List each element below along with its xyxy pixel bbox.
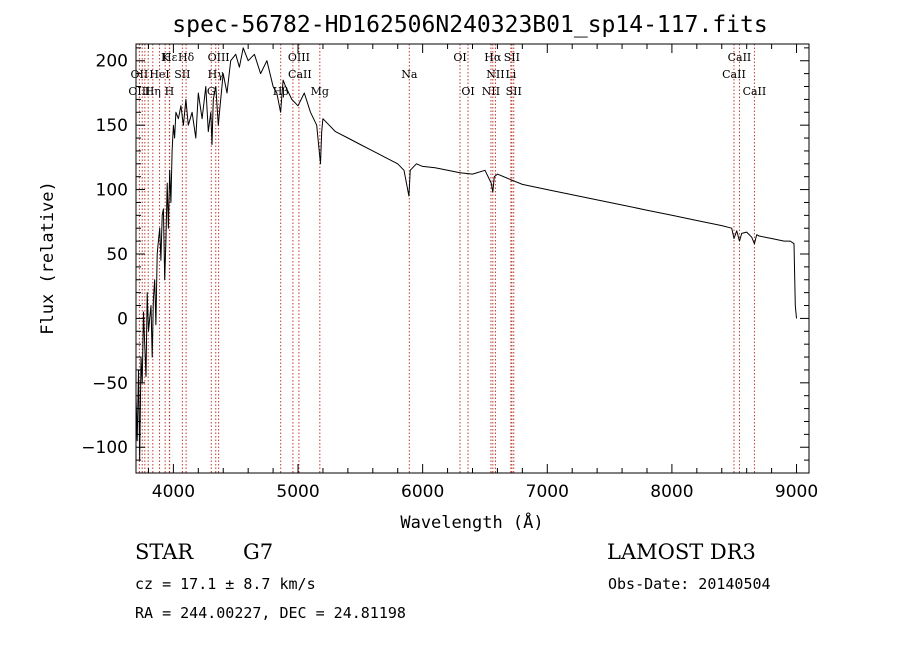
obs-date: Obs-Date: 20140504	[608, 575, 771, 593]
spectral-line-label: SII	[504, 51, 520, 64]
spectral-line-label: Mg	[311, 85, 329, 98]
spectral-line-label: Hβ	[273, 85, 289, 98]
spectral-line-label: CaII	[743, 85, 767, 98]
y-tick-label: −100	[81, 438, 128, 458]
x-tick-label: 6000	[401, 482, 444, 502]
y-tick-label: 100	[96, 181, 128, 201]
spectral-line-label: SII	[506, 85, 522, 98]
spectral-line-label: OI	[453, 51, 466, 64]
x-tick-label: 7000	[526, 482, 569, 502]
object-type: STAR	[135, 540, 194, 564]
spectral-line-label: Hδ	[178, 51, 195, 64]
spectral-line-label: OII	[131, 68, 149, 81]
subclass: G7	[243, 540, 274, 564]
x-tick-label: 5000	[276, 482, 319, 502]
x-tick-label: 8000	[650, 482, 693, 502]
chart-title: spec-56782-HD162506N240323B01_sp14-117.f…	[172, 12, 767, 38]
y-tick-label: −50	[92, 374, 128, 394]
spectral-line-label: H	[165, 85, 175, 98]
x-axis-label: Wavelength (Å)	[400, 511, 543, 533]
spectral-line-label: OI	[461, 85, 474, 98]
coordinates: RA = 244.00227, DEC = 24.81198	[135, 604, 406, 622]
spectral-line-label: SII	[174, 68, 190, 81]
spectral-line-label: G	[207, 85, 216, 98]
y-tick-label: 50	[106, 245, 128, 265]
spectral-line-label: CaII	[722, 68, 746, 81]
spectral-line-label: NII	[482, 85, 500, 98]
spectral-line-label: Hγ	[208, 68, 225, 81]
spectral-line-label: NII	[486, 68, 504, 81]
spectral-line-label: K	[161, 51, 170, 64]
y-axis-label: Flux (relative)	[38, 181, 58, 335]
plot-frame	[135, 43, 810, 474]
redshift-text: cz = 17.1 ± 8.7 km/s	[135, 575, 316, 593]
spectrum-series	[135, 47, 797, 461]
spectrum-line	[135, 47, 797, 461]
spectral-line-label: OIII	[288, 51, 310, 64]
x-tick-label: 4000	[152, 482, 195, 502]
y-tick-label: 150	[96, 116, 128, 136]
y-tick-label: 0	[117, 309, 128, 329]
spectral-line-label: CaII	[288, 68, 312, 81]
spectral-line-label: HeI	[149, 68, 169, 81]
y-axis-ticks: −100 −50 0 50 100 150 200	[81, 47, 809, 461]
spectral-line-label: CaII	[728, 51, 752, 64]
x-tick-label: 9000	[775, 482, 818, 502]
y-tick-label: 200	[96, 52, 128, 72]
spectral-line-label: Hη	[145, 85, 161, 98]
spectral-line-label: Hα	[484, 51, 502, 64]
line-markers	[138, 44, 755, 473]
spectral-line-label: OIII	[208, 51, 230, 64]
survey-name: LAMOST DR3	[607, 540, 756, 564]
spectral-line-label: Na	[401, 68, 418, 81]
spectral-line-label: Li	[505, 68, 516, 81]
spectral-line-label: OIII	[128, 85, 150, 98]
spectral-line-label: Hε	[162, 51, 178, 64]
x-axis-ticks: 4000 5000 6000 7000 8000 9000	[147, 44, 818, 502]
